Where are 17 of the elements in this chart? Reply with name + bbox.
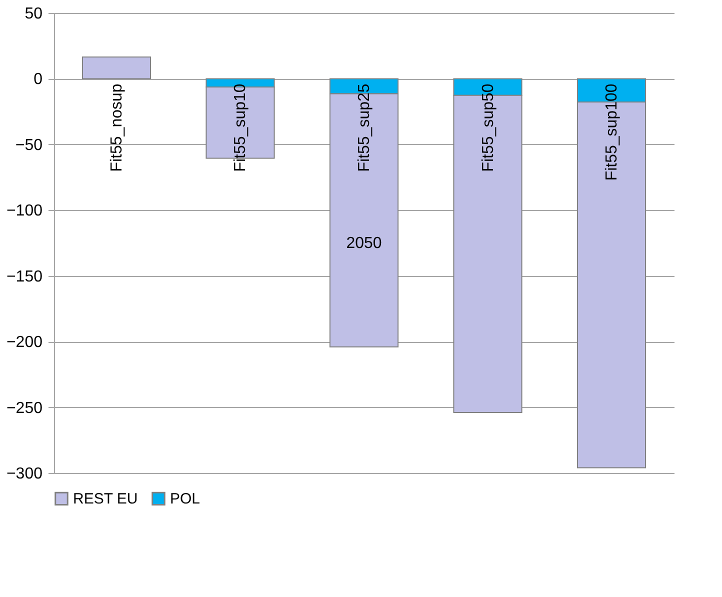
x-tick-label: Fit55_sup100 [604,84,621,181]
bar [82,56,152,80]
x-tick-label: Fit55_sup10 [232,84,250,172]
x-tick-label: Fit55_sup25 [356,84,373,172]
x-tick-label: Fit55_sup50 [480,84,497,172]
y-tick-label: −300 [6,466,43,482]
y-tick-label: 0 [34,71,43,88]
y-tick-label: −250 [6,400,43,417]
legend-label: POL [170,490,200,508]
y-tick-label: −200 [6,334,43,352]
y-tick-label: 50 [24,6,43,22]
x-tick-label: Fit55_nosup [108,84,126,172]
annotation: 2050 [346,235,382,252]
y-tick-label: −150 [6,268,43,286]
y-tick-label: −50 [15,136,43,154]
legend-label: REST EU [73,490,138,508]
y-tick-label: −100 [6,202,43,220]
